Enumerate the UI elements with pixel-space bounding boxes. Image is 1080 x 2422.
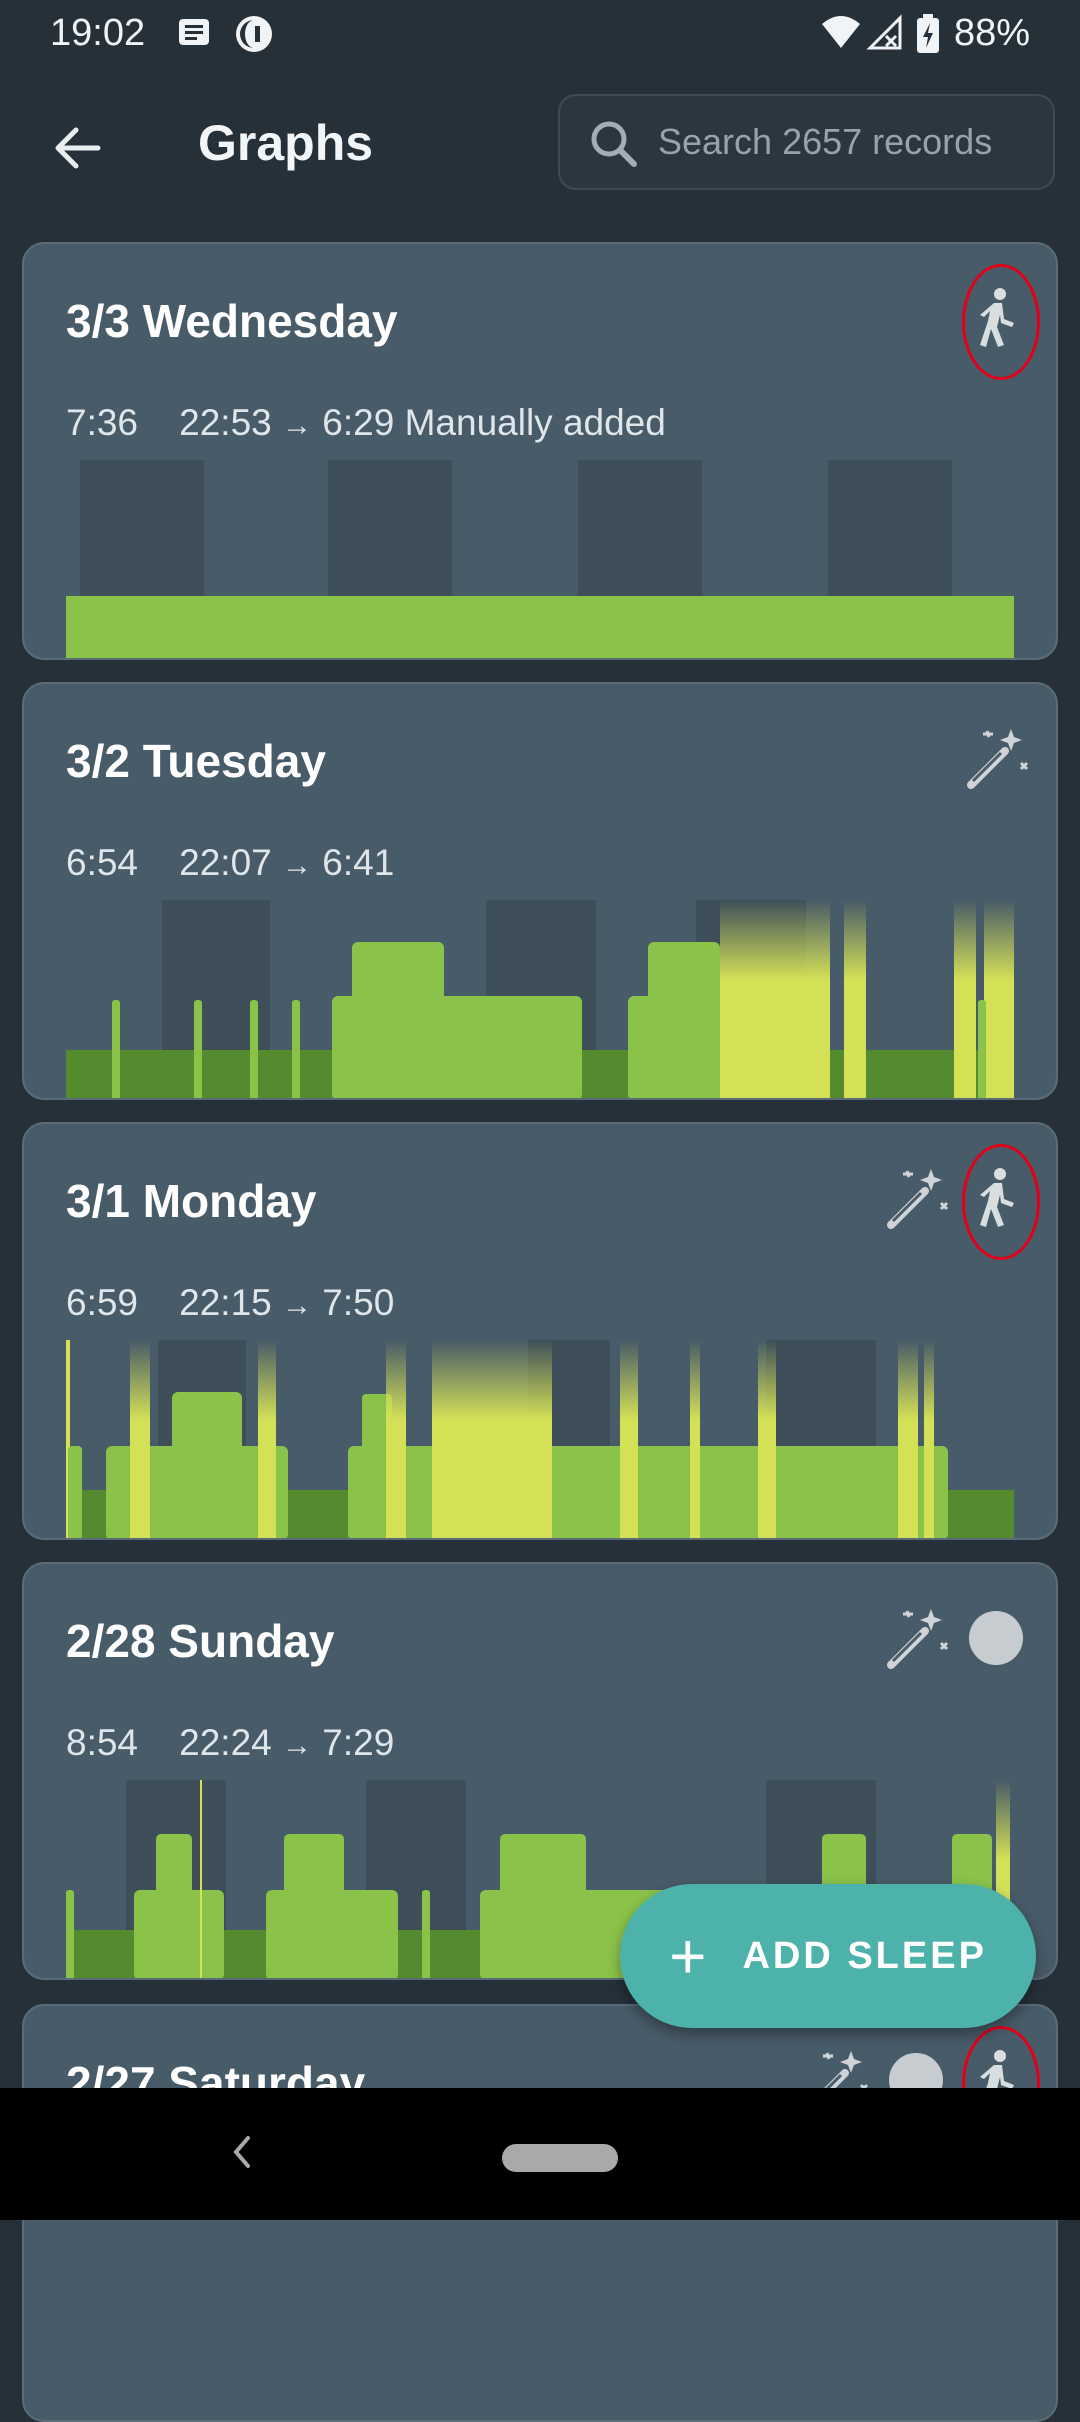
home-pill[interactable] [502,2144,618,2172]
record-end: 6:41 [322,842,395,883]
plus-icon: + [669,1920,707,1992]
battery-percent: 88% [953,12,1030,54]
record-start: 22:15 [179,1282,272,1323]
search-input[interactable] [656,116,1040,168]
magic-wand-icon [956,698,1036,818]
record-start: 22:24 [179,1722,272,1763]
walking-icon [956,258,1040,380]
add-sleep-button[interactable]: + ADD SLEEP [620,1884,1036,2028]
record-end: 7:50 [322,1282,395,1323]
walking-icon [956,1138,1040,1260]
record-start: 22:53 [179,402,272,443]
record-duration: 6:54 [66,842,139,883]
record-tags [876,1578,1036,1698]
record-date: 3/3 Wednesday [66,295,398,347]
record-tags [956,698,1036,818]
record-times: 7:36 22:53 → 6:29 Manually added [66,402,666,443]
record-date: 2/28 Sunday [66,1615,335,1667]
search-icon [591,121,637,167]
status-bar: 19:02 88% [0,0,1080,70]
record-duration: 8:54 [66,1722,139,1763]
record-times: 6:54 22:07 → 6:41 [66,842,395,883]
sleep-graph [66,1340,1014,1538]
sleep-record-card[interactable]: 3/1 Monday 6:59 22:15 → 7:50 [22,1122,1058,1540]
sleep-graph [66,460,1014,658]
sleep-record-card[interactable]: 3/3 Wednesday 7:36 22:53 → 6:29 Manually… [22,242,1058,660]
system-nav-bar [0,2088,1080,2220]
sleep-record-card[interactable]: 3/2 Tuesday 6:54 22:07 → 6:41 [22,682,1058,1100]
app-bar: Graphs [0,80,1080,210]
battery-charging-icon [916,14,940,59]
magic-wand-icon [876,1578,956,1698]
wifi-icon [820,14,862,55]
back-arrow-icon[interactable] [48,118,108,178]
record-end: 6:29 [322,402,395,443]
search-box[interactable] [558,94,1055,190]
status-time: 19:02 [50,12,146,54]
page-title: Graphs [198,115,374,171]
record-times: 6:59 22:15 → 7:50 [66,1282,395,1323]
record-tags [956,258,1040,380]
record-duration: 7:36 [66,402,139,443]
record-date: 3/1 Monday [66,1175,317,1227]
magic-wand-icon [876,1138,956,1258]
sleep-graph [66,900,1014,1098]
circle-icon [956,1578,1036,1698]
add-sleep-label: ADD SLEEP [742,1934,987,1977]
record-start: 22:07 [179,842,272,883]
record-times: 8:54 22:24 → 7:29 [66,1722,395,1763]
record-tags [876,1138,1040,1260]
record-duration: 6:59 [66,1282,139,1323]
record-end: 7:29 [322,1722,395,1763]
cellular-signal-icon [866,14,902,55]
notification-message-icon [176,14,212,55]
record-note: Manually added [404,402,666,443]
nav-back-icon[interactable] [226,2130,256,2174]
sleep-app-notification-icon [234,14,274,59]
record-date: 3/2 Tuesday [66,735,326,787]
